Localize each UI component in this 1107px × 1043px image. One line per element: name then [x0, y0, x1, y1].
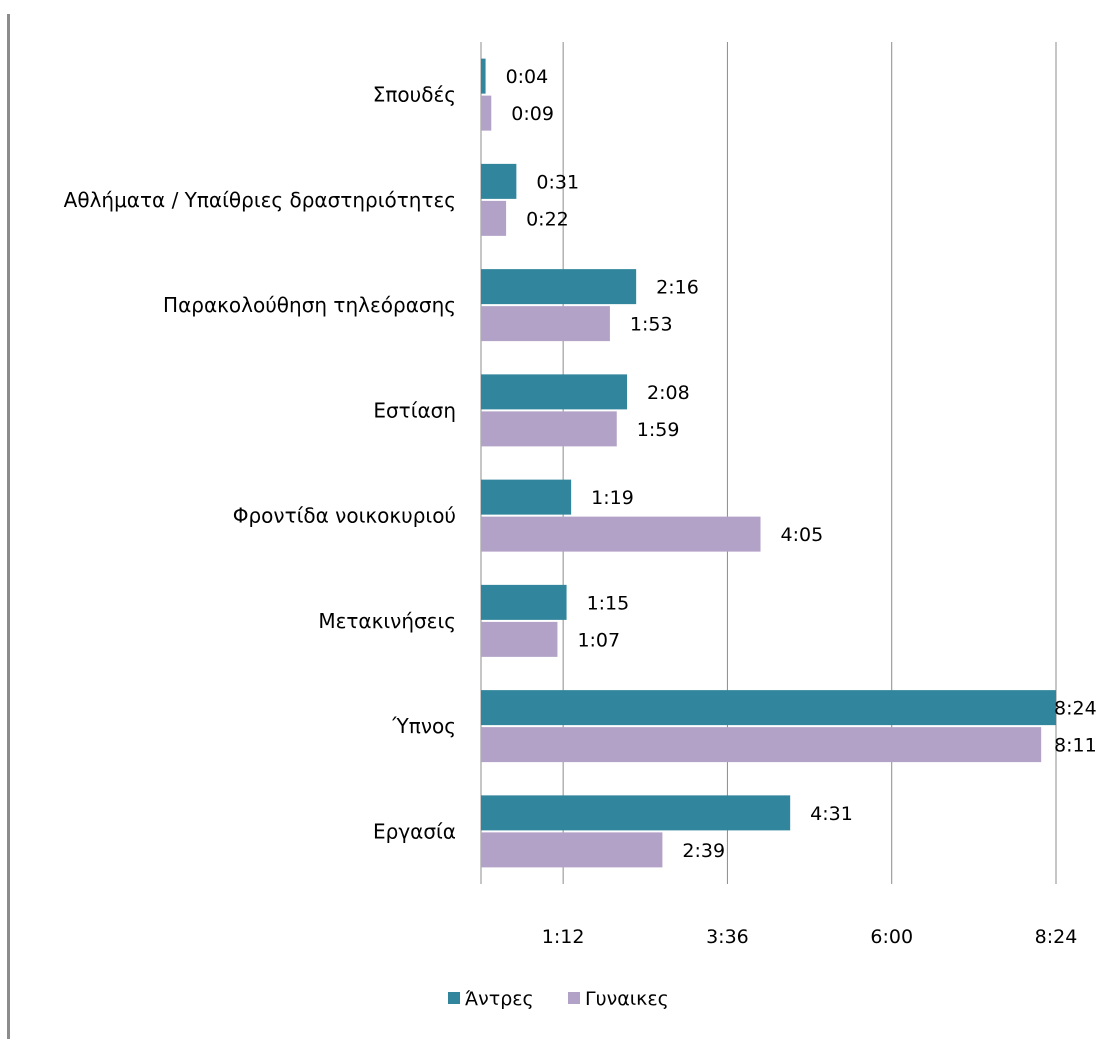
category-label: Μετακινήσεις	[318, 609, 456, 633]
bar-men	[481, 584, 567, 620]
data-label: 0:09	[511, 103, 554, 125]
category-label: Εστίαση	[373, 398, 456, 422]
bar-men	[481, 690, 1056, 726]
data-label: 8:24	[1054, 698, 1097, 720]
data-label: 2:16	[656, 277, 699, 299]
category-label: Αθλήματα / Υπαίθριες δραστηριότητες	[64, 188, 456, 212]
category-label: Σπουδές	[373, 83, 456, 107]
bar-men	[481, 795, 791, 831]
bar-women	[481, 832, 663, 868]
chart-frame-border	[7, 14, 10, 1039]
bar-women	[481, 200, 507, 236]
data-label: 2:39	[682, 840, 725, 862]
bar-men	[481, 374, 628, 410]
data-label: 2:08	[647, 382, 690, 404]
bar-men	[481, 269, 637, 305]
bar-men	[481, 163, 517, 199]
bar-women	[481, 727, 1042, 763]
data-label: 1:59	[637, 419, 680, 441]
data-label: 1:53	[630, 314, 673, 336]
bar-women	[481, 411, 617, 447]
bar-men	[481, 58, 486, 94]
bar-women	[481, 516, 761, 552]
category-label: Φροντίδα νοικοκυριού	[233, 504, 456, 528]
category-label: Ύπνος	[391, 714, 456, 738]
data-label: 1:19	[591, 487, 634, 509]
data-label: 0:22	[526, 208, 569, 230]
bar-women	[481, 306, 610, 342]
x-tick-label: 6:00	[870, 926, 913, 948]
data-label: 4:05	[781, 524, 824, 546]
bar-women	[481, 621, 558, 657]
x-tick-label: 8:24	[1035, 926, 1078, 948]
legend-label: Γυναικες	[585, 988, 669, 1010]
bar-men	[481, 479, 572, 515]
category-label: Παρακολούθηση τηλεόρασης	[163, 293, 456, 317]
data-label: 0:04	[506, 66, 549, 88]
data-label: 1:15	[587, 592, 630, 614]
data-label: 1:07	[577, 629, 620, 651]
legend-swatch-women	[568, 992, 580, 1004]
data-label: 0:31	[536, 171, 579, 193]
x-tick-label: 3:36	[706, 926, 749, 948]
legend-label: Άντρες	[465, 988, 534, 1010]
data-label: 8:11	[1054, 735, 1097, 757]
bar-women	[481, 95, 492, 131]
data-label: 4:31	[810, 803, 853, 825]
x-tick-label: 1:12	[542, 926, 585, 948]
category-label: Εργασία	[373, 819, 456, 843]
legend-swatch-men	[448, 992, 460, 1004]
